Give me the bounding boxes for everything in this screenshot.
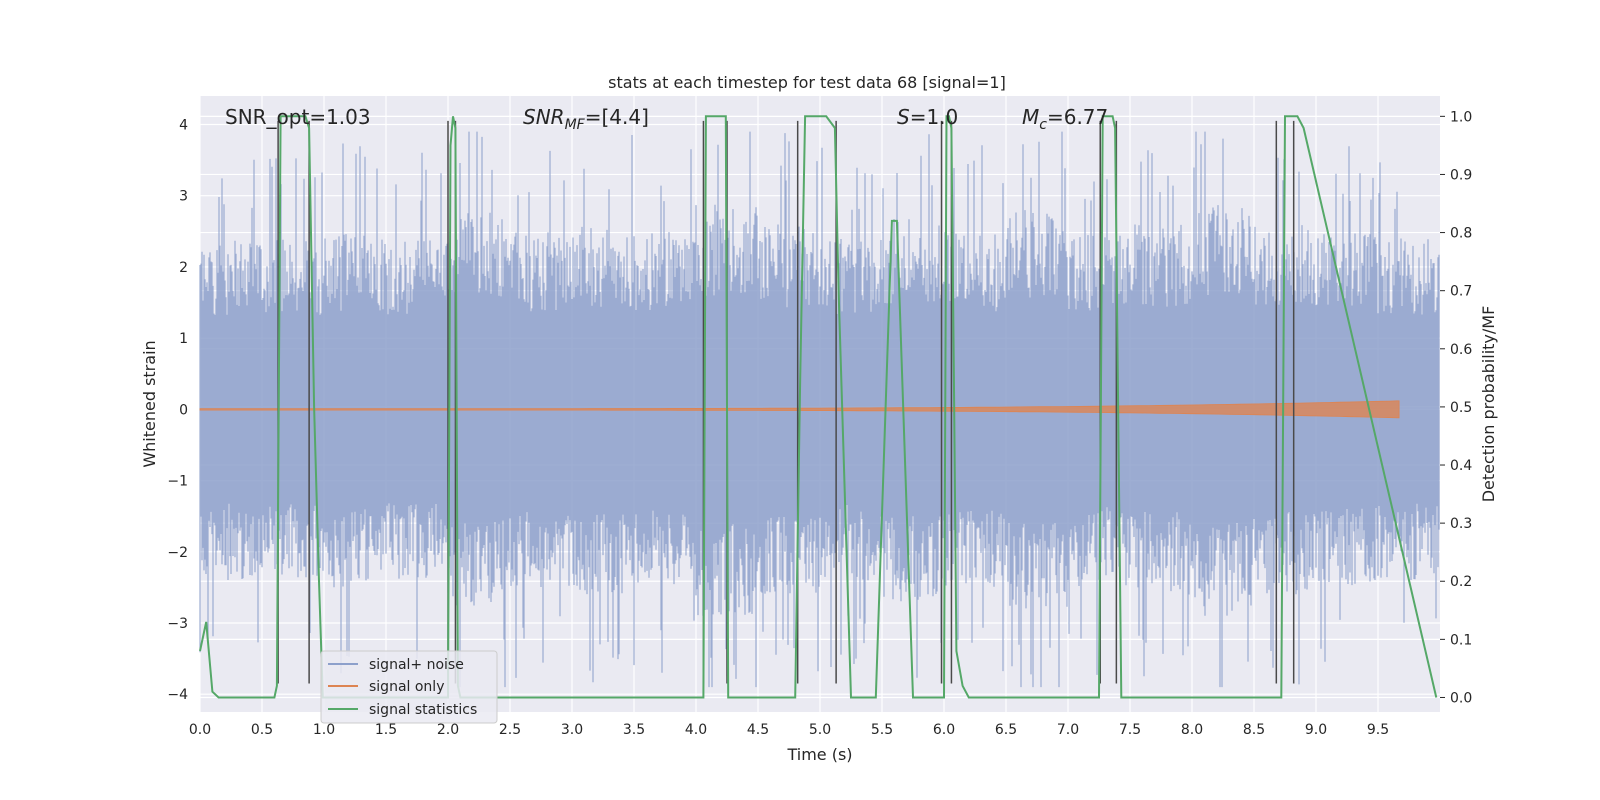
y-left-tick-label: −2 xyxy=(167,545,188,561)
legend-box xyxy=(320,650,498,724)
x-axis-ticks: 0.0 0.5 1.0 1.5 2.0 2.5 3.0 3.5 4.0 4.5 5.0 5.5 6.0 6… xyxy=(189,722,1389,738)
x-tick-label: 8.5 xyxy=(1243,722,1265,738)
legend-signal-label: signal only xyxy=(369,679,444,695)
x-tick-label: 1.5 xyxy=(375,722,397,738)
x-tick-label: 5.5 xyxy=(871,722,893,738)
y-right-tick-label: 0.0 xyxy=(1450,690,1472,706)
y-left-tick-label: −3 xyxy=(167,616,188,632)
snr-mf-annotation: SNRMF=[4.4] xyxy=(523,105,649,133)
y-right-tick-label: 0.4 xyxy=(1450,458,1472,474)
y-left-tick-label: 2 xyxy=(179,260,188,276)
y-left-tick-label: −1 xyxy=(167,474,188,490)
y-right-tick-label: 0.8 xyxy=(1450,226,1472,242)
mc-value: =6.77 xyxy=(1047,105,1108,129)
y-right-tick-label: 0.7 xyxy=(1450,284,1472,300)
y-right-tick-label: 0.1 xyxy=(1450,632,1472,648)
y-right-tick-label: 0.9 xyxy=(1450,167,1472,183)
legend-noise-label: signal+ noise xyxy=(369,657,464,673)
s-value: =1.0 xyxy=(910,105,959,129)
y-right-tick-label: 0.5 xyxy=(1450,400,1472,416)
x-tick-label: 2.5 xyxy=(499,722,521,738)
y-right-tick-label: 0.2 xyxy=(1450,574,1472,590)
y-right-tick-label: 1.0 xyxy=(1450,109,1472,125)
x-tick-label: 1.0 xyxy=(313,722,335,738)
x-tick-label: 2.0 xyxy=(437,722,459,738)
y-left-axis-ticks: −4 −3 −2 −1 0 1 2 3 4 xyxy=(167,117,188,703)
y-left-tick-label: 0 xyxy=(179,402,188,418)
x-tick-label: 3.0 xyxy=(561,722,583,738)
x-tick-label: 0.0 xyxy=(189,722,211,738)
x-tick-label: 8.0 xyxy=(1181,722,1203,738)
noise-trace xyxy=(199,131,1440,688)
y-left-tick-label: −4 xyxy=(167,687,188,703)
legend-stats-label: signal statistics xyxy=(369,702,477,718)
snr-mf-sub: MF xyxy=(565,117,586,133)
signal-plus-noise-series xyxy=(199,131,1440,688)
s-main: S xyxy=(897,105,910,129)
chart-title: stats at each timestep for test data 68 … xyxy=(608,73,1006,92)
x-tick-label: 6.5 xyxy=(995,722,1017,738)
x-tick-label: 9.0 xyxy=(1305,722,1327,738)
x-tick-label: 4.0 xyxy=(685,722,707,738)
y-right-tick-label: 0.6 xyxy=(1450,342,1472,358)
snr-mf-value: =[4.4] xyxy=(585,105,649,129)
y-right-axis-label: Detection probability/MF xyxy=(1479,306,1498,503)
y-right-axis-ticks: 0.0 0.1 0.2 0.3 0.4 0.5 0.6 0.7 0.8 0.9 1.0 xyxy=(1440,109,1472,706)
y-left-axis-label: Whitened strain xyxy=(140,340,159,467)
x-tick-label: 3.5 xyxy=(623,722,645,738)
x-axis-label: Time (s) xyxy=(786,745,852,764)
s-annotation: S=1.0 xyxy=(897,105,958,129)
mc-annotation: Mc=6.77 xyxy=(1022,105,1108,133)
signal-statistics-trace xyxy=(199,115,1438,699)
x-tick-label: 0.5 xyxy=(251,722,273,738)
signal-statistics-series xyxy=(199,115,1438,699)
x-tick-label: 7.0 xyxy=(1057,722,1079,738)
snr-mf-main: SNR xyxy=(523,105,565,129)
y-left-tick-label: 4 xyxy=(179,117,188,133)
y-right-tick-label: 0.3 xyxy=(1450,516,1472,532)
mc-main: M xyxy=(1022,105,1039,129)
x-tick-label: 5.0 xyxy=(809,722,831,738)
snr-opt-annotation: SNR_opt=1.03 xyxy=(225,105,371,129)
y-left-tick-label: 3 xyxy=(179,189,188,205)
x-tick-label: 9.5 xyxy=(1367,722,1389,738)
x-tick-label: 4.5 xyxy=(747,722,769,738)
y-left-tick-label: 1 xyxy=(179,331,188,347)
x-tick-label: 6.0 xyxy=(933,722,955,738)
mc-sub: c xyxy=(1039,117,1047,133)
x-tick-label: 7.5 xyxy=(1119,722,1141,738)
legend: signal+ noise signal only signal statist… xyxy=(320,650,498,724)
